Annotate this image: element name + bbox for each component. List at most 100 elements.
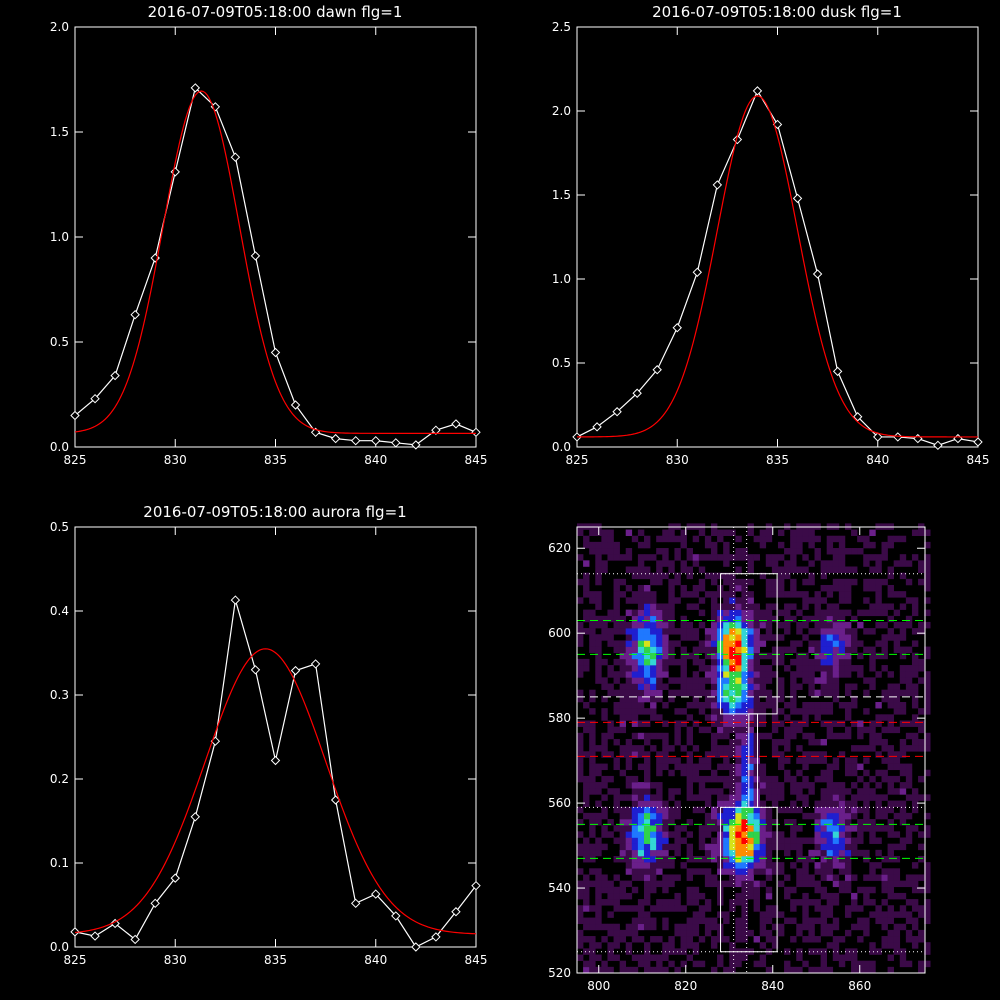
heatmap-cell (741, 591, 748, 598)
heatmap-cell (784, 609, 791, 617)
heatmap-cell (619, 837, 627, 844)
heatmap-cell (802, 794, 809, 801)
heatmap-cell (619, 652, 627, 660)
heatmap-cell (826, 677, 834, 684)
heatmap-cell (717, 554, 724, 561)
heatmap-cell (729, 683, 736, 690)
heatmap-cell (838, 782, 846, 789)
heatmap-cell (613, 578, 620, 586)
heatmap-cell (765, 862, 773, 869)
heatmap-cell (650, 640, 657, 647)
heatmap-cell (790, 800, 797, 808)
heatmap-cell (710, 652, 718, 660)
heatmap-cell (838, 658, 846, 666)
heatmap-cell (893, 535, 901, 543)
heatmap-cell (814, 597, 821, 604)
heatmap-cell (631, 683, 639, 690)
heatmap-cell (857, 849, 864, 857)
heatmap-cell (905, 763, 913, 771)
heatmap-cell (820, 702, 827, 709)
heatmap-cell (747, 886, 754, 894)
heatmap-cell (851, 634, 858, 641)
heatmap-cell (583, 886, 590, 894)
heatmap-cell (643, 843, 651, 851)
heatmap-cell (741, 695, 748, 703)
heatmap-cell (741, 751, 748, 758)
heatmap-cell (814, 603, 821, 610)
heatmap-cell (674, 800, 681, 808)
heatmap-cell (735, 683, 742, 690)
heatmap-cell (863, 745, 870, 752)
heatmap-cell (851, 566, 858, 573)
heatmap-cell (869, 948, 876, 955)
heatmap-cell (643, 868, 651, 875)
heatmap-cell (717, 775, 724, 783)
heatmap-cell (747, 880, 754, 888)
heatmap-cell (887, 634, 894, 641)
heatmap-cell (869, 646, 876, 654)
heatmap-cell (765, 886, 773, 894)
heatmap-cell (735, 929, 742, 937)
heatmap-cell (899, 812, 907, 820)
y-tick-label: 620 (548, 541, 571, 555)
heatmap-cell (905, 732, 913, 740)
heatmap-cell (814, 862, 821, 869)
heatmap-cell (625, 966, 633, 974)
heatmap-cell (838, 671, 846, 678)
heatmap-cell (637, 615, 645, 623)
heatmap-cell (838, 794, 846, 801)
heatmap-cell (771, 923, 779, 931)
heatmap-cell (808, 646, 815, 654)
heatmap-cell (857, 671, 864, 678)
heatmap-cell (844, 665, 852, 672)
heatmap-cell (869, 862, 876, 869)
heatmap-cell (911, 880, 919, 888)
heatmap-cell (637, 812, 645, 820)
heatmap-cell (674, 677, 681, 684)
heatmap-cell (808, 572, 815, 580)
heatmap-cell (710, 849, 718, 857)
heatmap-cell (759, 825, 767, 832)
heatmap-cell (643, 628, 651, 635)
heatmap-cell (814, 837, 821, 844)
heatmap-cell (674, 843, 681, 851)
heatmap-cell (692, 554, 700, 561)
heatmap-cell (832, 788, 840, 795)
heatmap-cell (747, 812, 754, 820)
heatmap-cell (735, 745, 742, 752)
heatmap-cell (808, 966, 815, 974)
heatmap-cell (583, 880, 590, 888)
heatmap-cell (674, 548, 681, 555)
heatmap-cell (729, 738, 736, 746)
heatmap-cell (662, 812, 669, 820)
heatmap-cell (899, 800, 907, 808)
heatmap-cell (631, 812, 639, 820)
heatmap-cell (637, 541, 645, 549)
heatmap-cell (765, 732, 773, 740)
heatmap-cell (905, 880, 913, 888)
heatmap-cell (893, 855, 901, 863)
heatmap-cell (741, 936, 748, 943)
heatmap-cell (619, 591, 627, 598)
heatmap-cell (887, 541, 894, 549)
heatmap-cell (668, 855, 675, 863)
data-point (451, 419, 461, 429)
heatmap-cell (851, 960, 858, 968)
heatmap-cell (844, 819, 852, 826)
heatmap-cell (710, 825, 718, 832)
heatmap-cell (607, 683, 614, 690)
heatmap-cell (826, 665, 834, 672)
heatmap-cell (924, 911, 931, 918)
heatmap-cell (723, 936, 730, 943)
heatmap-cell (808, 689, 815, 697)
heatmap-cell (601, 775, 608, 783)
heatmap-cell (662, 732, 669, 740)
heatmap-cell (735, 652, 742, 660)
heatmap-cell (802, 812, 809, 820)
heatmap-cell (844, 954, 852, 961)
heatmap-cell (741, 874, 748, 881)
heatmap-cell (911, 628, 919, 635)
heatmap-cell (759, 634, 767, 641)
heatmap-cell (784, 665, 791, 672)
heatmap-cell (881, 695, 888, 703)
